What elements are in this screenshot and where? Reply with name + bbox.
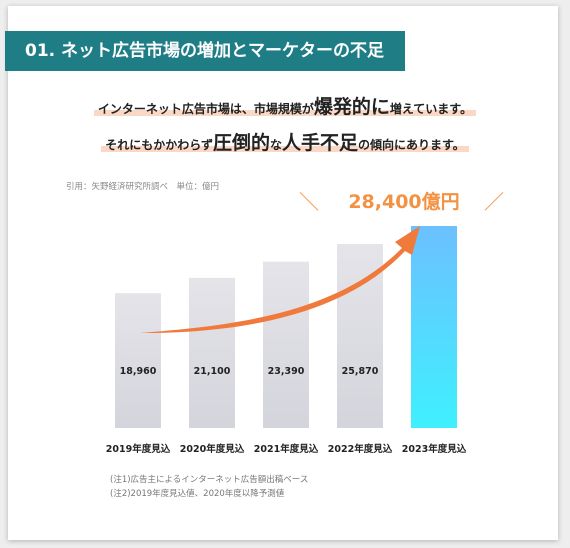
- highlight-value-label: 28,400億円: [348, 190, 459, 213]
- headline-text: 増えています。: [389, 102, 473, 116]
- category-label: 2022年度見込: [328, 443, 393, 455]
- data-label: 18,960: [120, 366, 157, 377]
- category-label: 2020年度見込: [180, 443, 245, 455]
- category-label: 2021年度見込: [254, 443, 319, 455]
- headline-line-2-highlight: それにもかかわらず圧倒的な人手不足の傾向にあります。: [101, 132, 469, 154]
- data-label: 25,870: [342, 366, 379, 377]
- label-slash-right: ／: [484, 190, 504, 214]
- category-label: 2019年度見込: [106, 443, 171, 455]
- headline-emphasis: 圧倒的: [212, 132, 270, 154]
- data-label: 21,100: [194, 366, 231, 377]
- footnote-2: (注2)2019年度見込値、2020年度以降予測値: [110, 489, 285, 499]
- headline-line-1-highlight: インターネット広告市場は、市場規模が爆発的に増えています。: [93, 96, 477, 118]
- headline-line-1: インターネット広告市場は、市場規模が爆発的に増えています。: [0, 92, 570, 119]
- headline-emphasis: 人手不足: [281, 132, 358, 154]
- footnote-1: (注1)広告主によるインターネット広告額出稿ベース: [110, 475, 309, 485]
- headline-text: インターネット広告市場は、市場規模が: [97, 102, 314, 116]
- growth-arrow: [140, 226, 420, 333]
- data-source: 引用：矢野経済研究所調べ 単位：億円: [66, 182, 220, 192]
- label-slash-left: ＼: [299, 190, 319, 214]
- bar-highlight: [411, 226, 457, 428]
- headline-line-2: それにもかかわらず圧倒的な人手不足の傾向にあります。: [0, 128, 570, 155]
- bar: [189, 277, 235, 428]
- headline-emphasis: 爆発的に: [313, 96, 390, 118]
- headline-text: な: [269, 138, 282, 152]
- headline-text: それにもかかわらず: [105, 138, 213, 152]
- page-title: 01. ネット広告市場の増加とマーケターの不足: [5, 31, 405, 71]
- footnotes: (注1)広告主によるインターネット広告額出稿ベース (注2)2019年度見込値、…: [110, 473, 308, 501]
- bar: [115, 293, 161, 428]
- category-label: 2023年度見込: [402, 443, 467, 455]
- bar: [263, 261, 309, 428]
- headline-text: の傾向にあります。: [358, 138, 465, 152]
- data-label: 23,390: [268, 366, 305, 377]
